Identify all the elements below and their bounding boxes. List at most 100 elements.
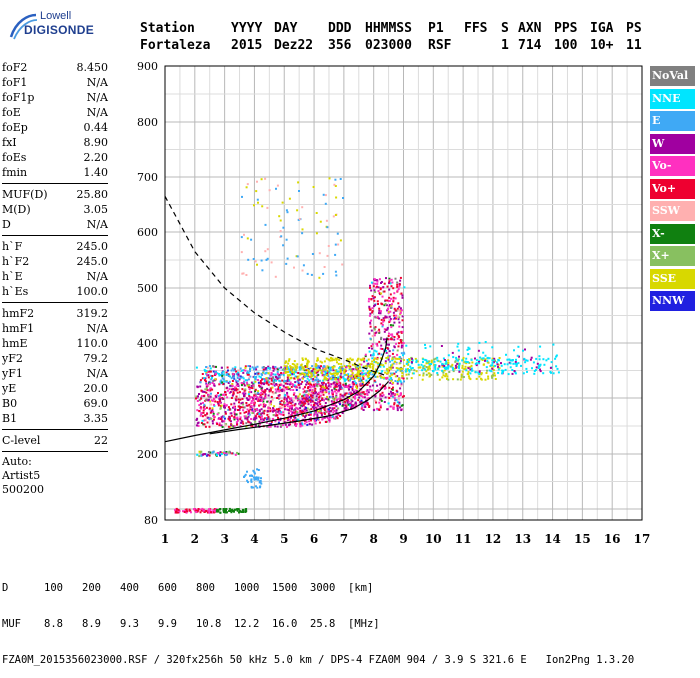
echo-point	[258, 375, 261, 378]
echo-point	[297, 418, 300, 421]
echo-point	[325, 389, 328, 392]
echo-point	[241, 369, 244, 372]
echo-point	[216, 423, 219, 425]
echo-point	[277, 394, 280, 397]
echo-point	[289, 402, 292, 405]
echo-point	[257, 398, 260, 401]
echo-point	[315, 382, 318, 385]
echo-point	[251, 425, 254, 428]
echo-point	[523, 357, 526, 360]
echo-point	[337, 390, 340, 393]
echo-point	[402, 359, 405, 361]
echo-point	[392, 386, 394, 389]
echo-point	[249, 367, 252, 370]
echo-point	[362, 392, 365, 395]
echo-point	[422, 365, 425, 368]
echo-point	[351, 385, 354, 388]
echo-point	[311, 399, 314, 402]
echo-point	[297, 382, 300, 385]
echo-point	[251, 412, 254, 414]
echo-point	[438, 378, 441, 381]
echo-point	[447, 365, 450, 368]
echo-point	[445, 366, 448, 369]
echo-point	[387, 335, 390, 337]
echo-point	[221, 420, 224, 423]
echo-point	[330, 357, 332, 359]
echo-point	[400, 331, 403, 334]
echo-point	[240, 402, 243, 405]
echo-point	[339, 393, 342, 396]
echo-point	[334, 253, 337, 256]
echo-point	[287, 371, 289, 373]
echo-point	[256, 263, 258, 266]
echo-point	[377, 286, 380, 289]
echo-point	[208, 508, 211, 511]
echo-point	[344, 368, 347, 371]
x-tick-label: 15	[574, 532, 591, 546]
echo-point	[222, 416, 225, 418]
echo-point	[232, 425, 235, 428]
echo-point	[274, 388, 277, 391]
echo-point	[301, 395, 304, 398]
echo-point	[339, 383, 342, 386]
echo-point	[388, 366, 391, 369]
echo-point	[514, 372, 517, 375]
echo-point	[347, 359, 350, 362]
echo-point	[368, 297, 370, 300]
echo-point	[388, 386, 391, 389]
hdr-axn: AXN	[518, 21, 542, 36]
echo-point	[500, 362, 502, 365]
echo-point	[427, 372, 430, 375]
echo-point	[478, 341, 481, 344]
echo-point	[344, 385, 347, 388]
echo-point	[369, 284, 371, 287]
echo-point	[422, 372, 425, 375]
echo-point	[257, 372, 260, 375]
echo-point	[550, 361, 553, 364]
echo-point	[269, 425, 272, 428]
y-tick-label: 400	[137, 337, 158, 350]
echo-point	[198, 399, 201, 402]
echo-point	[236, 451, 238, 454]
echo-point	[302, 391, 305, 394]
echo-point	[441, 376, 444, 379]
echo-point	[376, 384, 379, 387]
echo-point	[355, 383, 358, 386]
echo-point	[366, 375, 369, 378]
echo-point	[424, 358, 427, 361]
echo-point	[299, 399, 302, 402]
y-tick-label: 500	[137, 282, 158, 295]
echo-point	[350, 403, 353, 406]
echo-point	[374, 375, 377, 378]
d-values-item: 800	[196, 582, 215, 594]
echo-point	[492, 369, 495, 372]
echo-point	[254, 366, 257, 369]
echo-point	[388, 279, 391, 282]
echo-point	[282, 244, 285, 247]
echo-point	[365, 373, 368, 376]
echo-point	[262, 418, 265, 421]
echo-point	[315, 395, 318, 398]
echo-point	[281, 379, 284, 382]
echo-point	[304, 408, 307, 411]
echo-point	[380, 292, 383, 295]
echo-point	[292, 399, 295, 402]
echo-point	[485, 366, 488, 369]
echo-point	[354, 364, 357, 367]
echo-point	[203, 408, 206, 410]
echo-point	[542, 358, 545, 361]
param-name: hmF2	[2, 307, 35, 320]
echo-point	[286, 393, 289, 396]
echo-point	[207, 374, 210, 377]
echo-point	[365, 366, 368, 369]
echo-point	[281, 403, 284, 406]
echo-point	[223, 420, 226, 423]
echo-point	[378, 372, 380, 375]
echo-point	[250, 238, 253, 241]
echo-point	[276, 184, 279, 187]
echo-point	[254, 395, 257, 398]
echo-point	[289, 414, 292, 417]
echo-point	[200, 509, 203, 512]
echo-point	[250, 405, 253, 407]
echo-point	[242, 377, 245, 380]
